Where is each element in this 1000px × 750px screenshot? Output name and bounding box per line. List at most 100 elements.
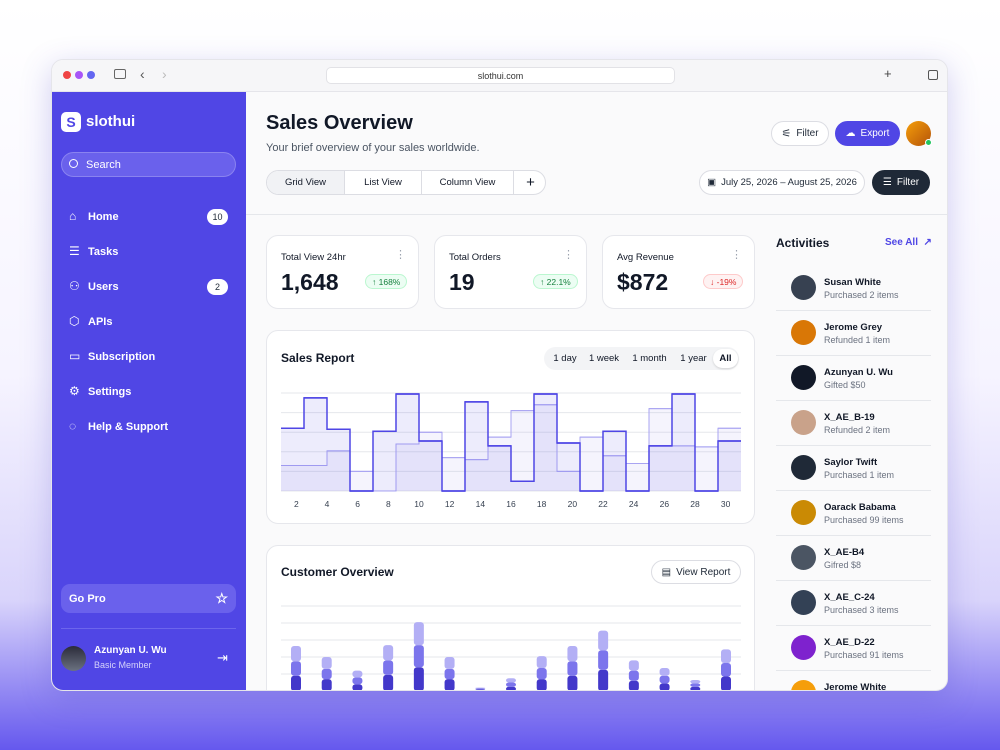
activity-item[interactable]: Susan White Purchased 2 items: [776, 274, 931, 319]
stat-label: Total Orders: [449, 252, 501, 263]
activity-item[interactable]: Saylor Twift Purchased 1 item: [776, 454, 931, 499]
nav-icon: ⚇: [69, 279, 80, 293]
activity-avatar: [791, 320, 816, 345]
bar-segment: [598, 630, 609, 651]
stat-change: ↓ -19%: [703, 274, 744, 289]
x-tick-label: 18: [537, 499, 547, 509]
activity-name: Oarack Babama: [824, 502, 896, 513]
activity-avatar: [791, 590, 816, 615]
range-pill[interactable]: 1 year: [680, 353, 707, 364]
nav-item[interactable]: ⚙ Settings: [61, 379, 236, 405]
min-dot[interactable]: [75, 71, 83, 79]
activity-item[interactable]: Oarack Babama Purchased 99 items: [776, 499, 931, 544]
see-all[interactable]: See All ↗: [885, 237, 932, 248]
page-subtitle: Your brief overview of your sales worldw…: [266, 142, 480, 154]
activity-item[interactable]: X_AE_D-22 Purchased 91 items: [776, 634, 931, 679]
status: [925, 139, 932, 146]
change-label: -19%: [716, 277, 737, 287]
bar-segment: [413, 645, 424, 668]
activity-item[interactable]: Azunyan U. Wu Gifted $50: [776, 364, 931, 409]
tabs[interactable]: [928, 70, 938, 80]
url-bar[interactable]: slothui.com: [326, 67, 675, 84]
search[interactable]: Search: [61, 152, 236, 177]
bar-segment: [506, 682, 516, 687]
stat-card: Total Orders ⋮ 19 ↑ 22.1%: [434, 235, 587, 309]
range-pill[interactable]: 1 week: [588, 353, 620, 364]
add-tab[interactable]: +: [526, 174, 535, 191]
range-pill[interactable]: All: [713, 349, 738, 368]
bar-segment: [291, 645, 301, 662]
filter-dark[interactable]: ☰ Filter: [872, 170, 930, 195]
logout[interactable]: ⇥: [217, 650, 228, 665]
max-dot[interactable]: [87, 71, 95, 79]
tab[interactable]: Column View: [422, 171, 514, 194]
bar-segment: [659, 683, 670, 690]
filter-button[interactable]: ⚟ Filter: [771, 121, 829, 146]
tab-label: Grid View: [284, 177, 326, 188]
activity-detail: Gifted $50: [824, 380, 866, 390]
label: Export: [860, 128, 890, 139]
charts: 2 4 6 8 10 12 14 16 18 20 22 24 26 28 30: [281, 392, 741, 690]
nav-item[interactable]: ⌂ Home 10: [61, 204, 236, 230]
x-tick-label: 14: [476, 499, 486, 509]
stat-menu: ⋮: [563, 249, 574, 261]
bar-segment: [536, 679, 547, 690]
arrow: ↑: [540, 277, 547, 287]
activity-detail: Purchased 99 items: [824, 515, 904, 525]
nav-label: Home: [88, 211, 119, 223]
change-label: 22.1%: [546, 277, 571, 287]
view-report[interactable]: ▤ View Report: [651, 560, 741, 584]
stat-change: ↑ 22.1%: [533, 274, 578, 289]
bar-segment: [444, 657, 455, 669]
back[interactable]: ‹: [140, 66, 145, 82]
go-pro[interactable]: Go Pro ☆: [61, 584, 236, 613]
export-button[interactable]: ☁ Export: [835, 121, 900, 146]
tab[interactable]: List View: [345, 171, 422, 194]
change-label: 168%: [378, 277, 401, 287]
range-pill[interactable]: 1 day: [553, 353, 577, 364]
activity-item[interactable]: X_AE_B-19 Refunded 2 item: [776, 409, 931, 454]
tab-label: List View: [364, 177, 402, 188]
activity-detail: Gifred $8: [824, 560, 862, 570]
nav-label: APIs: [88, 316, 113, 328]
activity-name: X_AE_D-22: [824, 637, 875, 648]
activity-item[interactable]: X_AE_C-24 Purchased 3 items: [776, 589, 931, 634]
bar-segment: [413, 667, 424, 690]
new-tab[interactable]: +: [884, 66, 892, 81]
bar-segment: [659, 675, 670, 684]
activity-avatar: [791, 680, 816, 690]
bar-segment: [598, 650, 609, 670]
icon: ▤: [661, 566, 672, 578]
date-range[interactable]: ▣ July 25, 2026 – August 25, 2026: [699, 170, 865, 195]
bar-segment: [291, 675, 301, 690]
tab[interactable]: Grid View: [267, 171, 345, 194]
nav-item[interactable]: ☰ Tasks: [61, 239, 236, 265]
label: Filter: [796, 128, 819, 139]
activities-title: Activities: [776, 236, 830, 250]
nav-label: Subscription: [88, 351, 156, 363]
nav-label: Help & Support: [88, 421, 169, 433]
activity-avatar: [791, 635, 816, 660]
activity-item[interactable]: Jerome White: [776, 679, 931, 690]
close-dot[interactable]: [63, 71, 71, 79]
bar-segment: [536, 656, 547, 669]
bar-segment: [352, 670, 363, 678]
activity-name: Susan White: [824, 277, 882, 288]
activity-item[interactable]: X_AE-B4 Gifred $8: [776, 544, 931, 589]
range-pill[interactable]: 1 month: [632, 353, 667, 364]
nav-item[interactable]: ▭ Subscription: [61, 344, 236, 370]
sidebar-toggle[interactable]: [114, 69, 126, 79]
x-tick-label: 30: [721, 499, 731, 509]
activity-name: X_AE-B4: [824, 547, 865, 558]
forward[interactable]: ›: [162, 66, 167, 82]
bar-segment: [383, 660, 394, 675]
activity-name: Saylor Twift: [824, 457, 878, 468]
nav-item[interactable]: ⚇ Users 2: [61, 274, 236, 300]
activity-item[interactable]: Jerome Grey Refunded 1 item: [776, 319, 931, 364]
search-placeholder: Search: [86, 158, 121, 171]
nav-item[interactable]: ◌ Help & Support: [61, 414, 236, 440]
nav-item[interactable]: ⬡ APIs: [61, 309, 236, 335]
bar-segment: [383, 674, 394, 690]
divider: [776, 625, 931, 626]
